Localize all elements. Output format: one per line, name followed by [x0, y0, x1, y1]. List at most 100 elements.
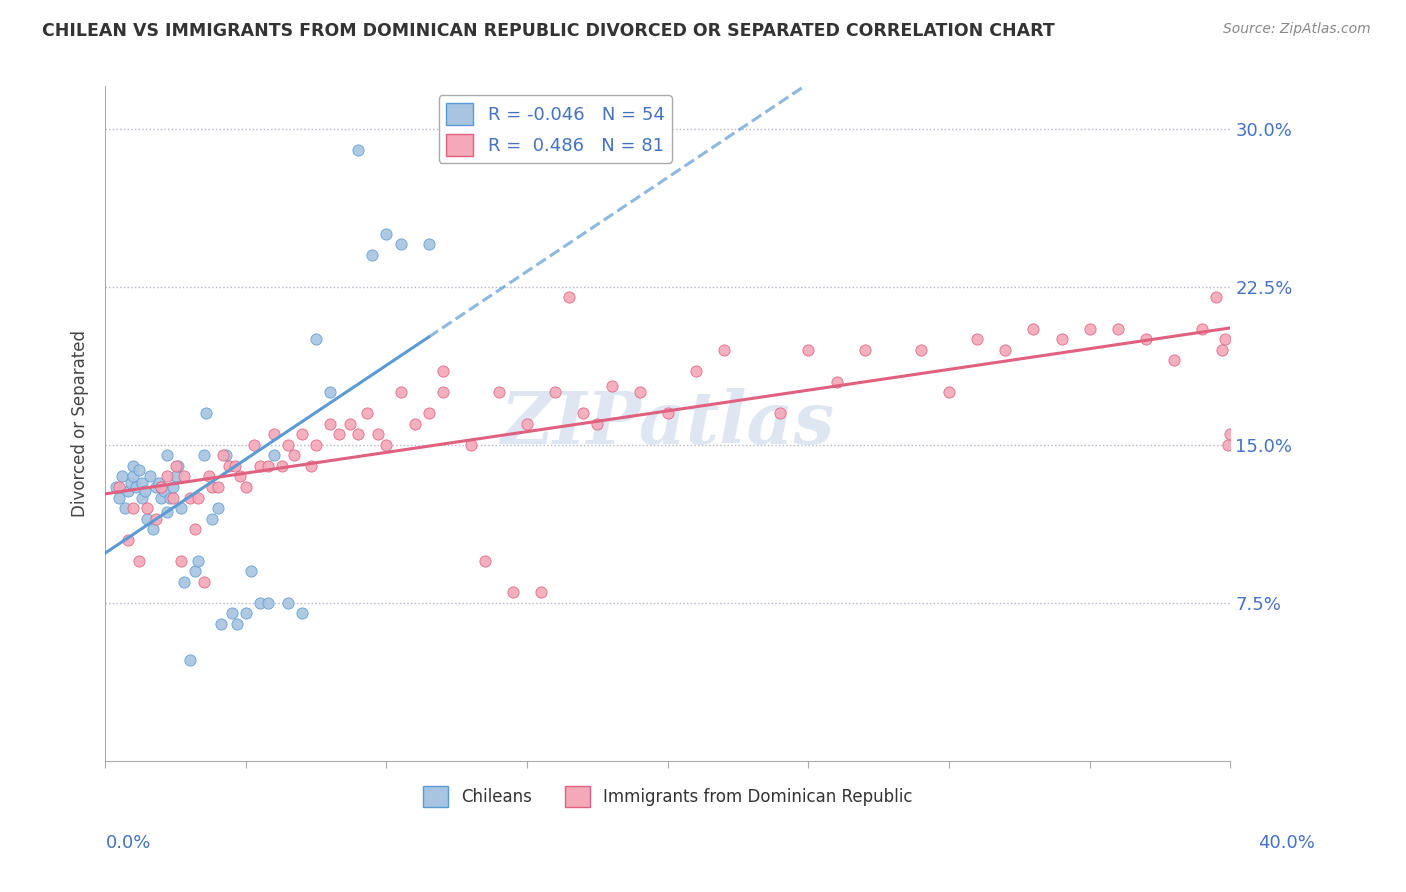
Text: 0.0%: 0.0% [105, 834, 150, 852]
Point [150, 491, 173, 505]
Point [586, 417, 609, 431]
Point [173, 469, 195, 483]
Point [195, 406, 218, 420]
Point [117, 533, 139, 547]
Point [193, 448, 215, 462]
Point [249, 596, 271, 610]
Point [319, 417, 342, 431]
Point [375, 227, 398, 241]
Point [136, 501, 159, 516]
Point [1213, 332, 1236, 346]
Point [271, 458, 294, 473]
Point [156, 505, 179, 519]
Point [938, 385, 960, 400]
Point [165, 469, 187, 483]
Point [299, 458, 322, 473]
Point [488, 385, 510, 400]
Point [150, 480, 173, 494]
Point [156, 469, 179, 483]
Point [910, 343, 932, 357]
Point [145, 511, 167, 525]
Point [1219, 427, 1241, 442]
Point [263, 448, 285, 462]
Point [361, 248, 384, 262]
Point [229, 469, 252, 483]
Point [328, 427, 350, 442]
Point [114, 501, 136, 516]
Point [128, 463, 150, 477]
Point [122, 501, 145, 516]
Point [657, 406, 679, 420]
Point [215, 448, 238, 462]
Point [339, 417, 361, 431]
Legend: Chileans, Immigrants from Dominican Republic: Chileans, Immigrants from Dominican Repu… [416, 780, 920, 814]
Point [347, 143, 370, 157]
Point [263, 427, 285, 442]
Point [148, 475, 170, 490]
Point [966, 332, 988, 346]
Point [600, 378, 623, 392]
Text: 40.0%: 40.0% [1258, 834, 1315, 852]
Point [769, 406, 792, 420]
Text: CHILEAN VS IMMIGRANTS FROM DOMINICAN REPUBLIC DIVORCED OR SEPARATED CORRELATION : CHILEAN VS IMMIGRANTS FROM DOMINICAN REP… [42, 22, 1054, 40]
Point [713, 343, 735, 357]
Point [432, 364, 454, 378]
Point [418, 406, 440, 420]
Point [117, 484, 139, 499]
Point [1107, 322, 1129, 336]
Point [277, 438, 299, 452]
Point [165, 458, 187, 473]
Point [139, 469, 162, 483]
Point [187, 554, 209, 568]
Point [122, 458, 145, 473]
Point [207, 501, 229, 516]
Point [108, 480, 131, 494]
Point [218, 458, 240, 473]
Point [125, 480, 148, 494]
Point [1211, 343, 1233, 357]
Point [389, 385, 412, 400]
Point [367, 427, 389, 442]
Point [432, 385, 454, 400]
Text: Source: ZipAtlas.com: Source: ZipAtlas.com [1223, 22, 1371, 37]
Point [389, 237, 412, 252]
Point [544, 385, 567, 400]
Point [150, 480, 173, 494]
Point [628, 385, 651, 400]
Point [209, 617, 232, 632]
Point [145, 480, 167, 494]
Point [136, 511, 159, 525]
Point [530, 585, 553, 599]
Point [319, 385, 342, 400]
Point [558, 290, 581, 304]
Point [212, 448, 235, 462]
Point [853, 343, 876, 357]
Point [1205, 290, 1227, 304]
Point [283, 448, 305, 462]
Point [291, 427, 314, 442]
Point [825, 375, 848, 389]
Point [1022, 322, 1045, 336]
Point [1163, 353, 1185, 368]
Point [1050, 332, 1073, 346]
Point [120, 475, 142, 490]
Point [187, 491, 209, 505]
Point [257, 458, 280, 473]
Point [572, 406, 595, 420]
Point [184, 564, 207, 578]
Point [797, 343, 820, 357]
Point [201, 480, 224, 494]
Point [201, 511, 224, 525]
Point [179, 491, 201, 505]
Point [356, 406, 378, 420]
Point [418, 237, 440, 252]
Point [516, 417, 538, 431]
Point [1216, 438, 1239, 452]
Point [224, 458, 246, 473]
Point [1191, 322, 1213, 336]
Point [142, 522, 165, 536]
Point [162, 491, 184, 505]
Point [404, 417, 426, 431]
Point [207, 480, 229, 494]
Point [291, 607, 314, 621]
